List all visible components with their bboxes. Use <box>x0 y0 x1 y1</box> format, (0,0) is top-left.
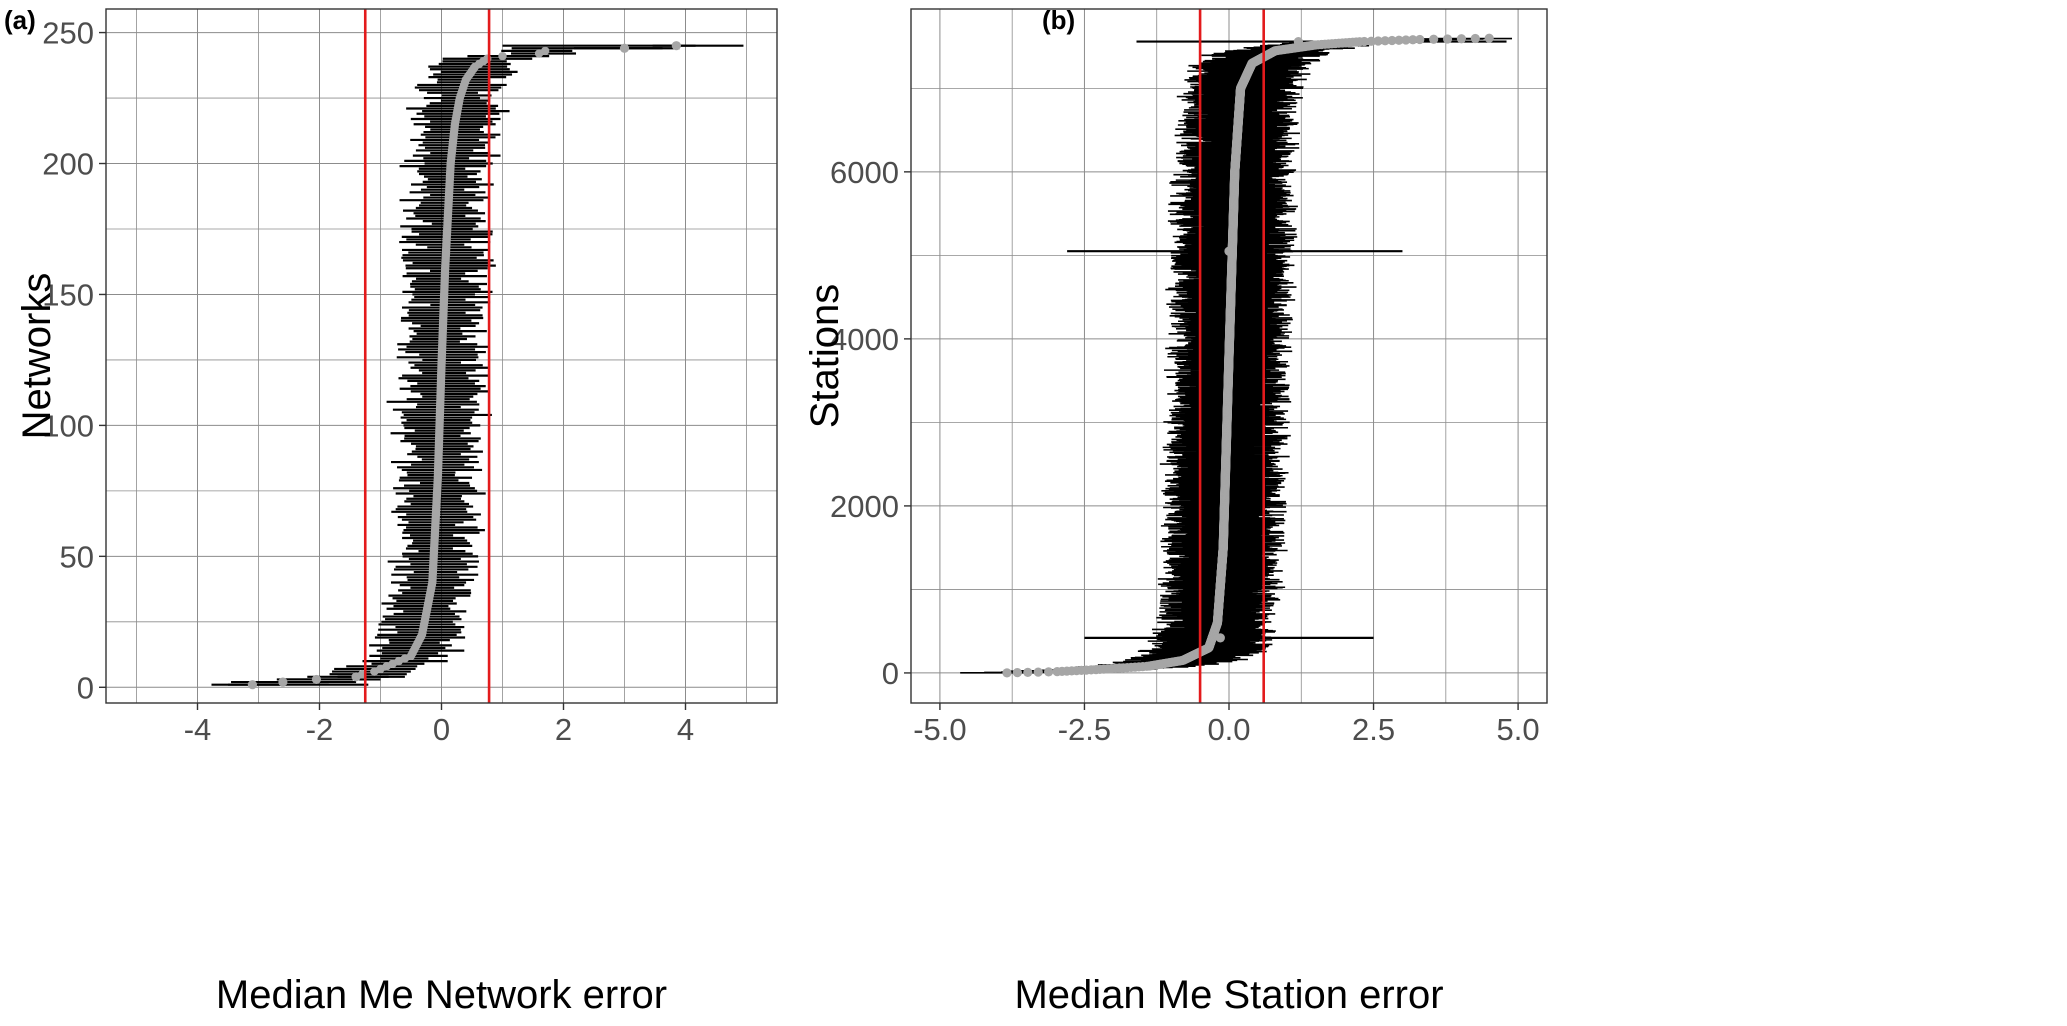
panel-a-y-axis-title: Networks <box>15 273 59 440</box>
median-point-highlight <box>1224 246 1234 256</box>
panel-a-median-points <box>247 41 681 690</box>
y-tick-label: 250 <box>42 16 94 51</box>
x-tick-label: 4 <box>677 712 694 747</box>
panel-a-y-ticks: 0 50 100 150 200 250 <box>42 16 106 705</box>
panel-b-y-ticks: 0 2000 4000 6000 <box>830 155 911 691</box>
median-point <box>1429 34 1439 44</box>
median-point <box>1023 667 1033 677</box>
median-point-highlight <box>1293 36 1303 47</box>
median-point-highlight <box>247 680 257 690</box>
panel-b-x-ticks: -5.0 -2.5 0.0 2.5 5.0 <box>913 703 1540 747</box>
median-point <box>1484 33 1494 43</box>
x-tick-label: 0 <box>433 712 450 747</box>
panel-b-x-axis-title: Median Me Station error <box>1014 973 1443 1017</box>
median-point <box>1401 35 1411 45</box>
x-tick-label: 0.0 <box>1207 712 1250 747</box>
y-tick-label: 4000 <box>830 322 899 357</box>
y-tick-label: 0 <box>77 670 94 705</box>
median-point <box>1415 34 1425 45</box>
x-tick-label: 2 <box>555 712 572 747</box>
median-point <box>1380 36 1390 46</box>
panel-b-reference-lines <box>1198 9 1265 703</box>
median-point <box>1002 668 1012 678</box>
x-tick-label: -2.5 <box>1058 712 1111 747</box>
median-point-highlight <box>351 672 361 682</box>
panel-a-reference-lines <box>363 9 491 703</box>
median-point <box>498 51 507 61</box>
median-point-highlight <box>1215 633 1225 643</box>
median-point <box>1366 36 1376 46</box>
y-tick-label: 2000 <box>830 489 899 524</box>
x-tick-label: -5.0 <box>913 712 966 747</box>
y-tick-label: 50 <box>60 539 94 574</box>
panel-a-label: (a) <box>4 5 36 35</box>
median-point <box>1359 36 1369 47</box>
median-point <box>1387 35 1397 46</box>
median-point-highlight <box>619 43 630 53</box>
median-point <box>1442 34 1453 44</box>
panel-a-x-ticks: -4 -2 0 2 4 <box>184 703 694 747</box>
y-tick-label: 200 <box>42 147 94 182</box>
median-point-highlight <box>278 677 288 687</box>
median-point <box>1012 668 1022 678</box>
y-tick-label: 100 <box>42 408 94 443</box>
median-point <box>1456 34 1467 44</box>
panel-b-label: (b) <box>1042 5 1075 35</box>
median-point <box>1373 36 1383 46</box>
median-point-highlight <box>671 41 681 51</box>
panel-b-plot: -5.0 -2.5 0.0 2.5 5.0 0 2000 4000 6000 Median M… <box>803 8 1548 1017</box>
median-point <box>1470 33 1480 44</box>
median-point <box>1394 35 1404 45</box>
panel-a-x-axis-title: Median Me Network error <box>216 973 667 1017</box>
panel-b-y-axis-title: Stations <box>803 284 847 429</box>
x-tick-label: 5.0 <box>1497 712 1540 747</box>
median-point <box>1033 667 1043 677</box>
x-tick-label: 2.5 <box>1352 712 1395 747</box>
panel-a-error-bars <box>211 44 744 686</box>
median-point <box>1044 667 1054 677</box>
panel-b-median-points <box>1002 33 1494 678</box>
x-tick-label: -4 <box>184 712 212 747</box>
y-tick-label: 6000 <box>830 155 899 190</box>
median-point <box>1408 35 1418 45</box>
y-tick-label: 150 <box>42 277 94 312</box>
median-point <box>541 46 550 56</box>
panel-a-plot: -4 -2 0 2 4 0 50 100 150 200 250 Median Me Networ… <box>15 8 778 1017</box>
x-tick-label: -2 <box>306 712 334 747</box>
y-tick-label: 0 <box>882 656 899 691</box>
median-point-highlight <box>311 674 322 685</box>
